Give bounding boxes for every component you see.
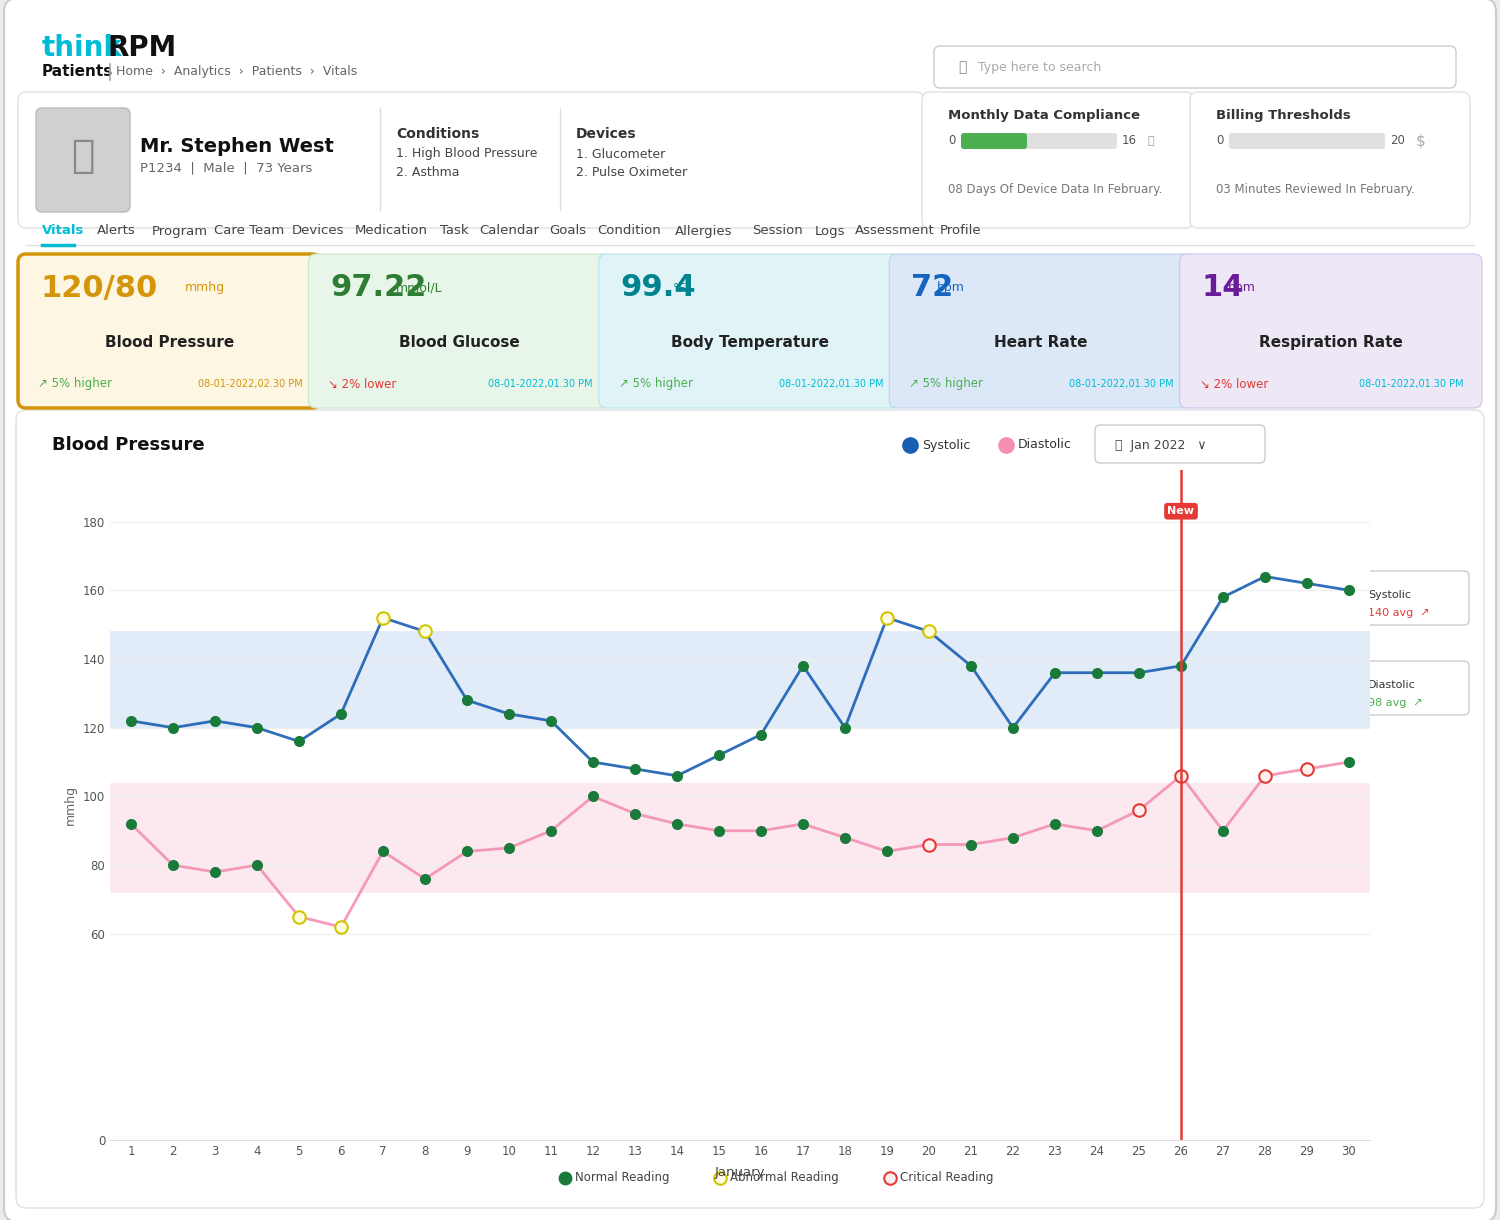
Text: ↘ 2% lower: ↘ 2% lower [328,377,398,390]
Text: mmol/L: mmol/L [396,282,442,294]
Text: Mr. Stephen West: Mr. Stephen West [140,137,334,155]
Text: 08-01-2022,02.30 PM: 08-01-2022,02.30 PM [198,379,303,389]
Text: mmhg: mmhg [184,282,225,294]
Text: ↗ 5% higher: ↗ 5% higher [38,377,112,390]
Text: Vitals: Vitals [42,224,84,238]
Text: 16: 16 [1122,134,1137,148]
Text: ↗ 5% higher: ↗ 5% higher [909,377,983,390]
Text: Medication: Medication [354,224,428,238]
Text: Goals: Goals [549,224,586,238]
Text: Systolic: Systolic [1368,590,1411,600]
Text: New: New [1167,506,1194,516]
Text: Alerts: Alerts [98,224,135,238]
Text: ⌕: ⌕ [958,60,966,74]
FancyBboxPatch shape [309,254,610,407]
Text: Care Team: Care Team [214,224,285,238]
Text: think: think [42,34,123,62]
Text: Allergies: Allergies [675,224,732,238]
Text: 0: 0 [1216,133,1224,146]
Text: 08-01-2022,01.30 PM: 08-01-2022,01.30 PM [1070,379,1173,389]
Text: Critical Reading: Critical Reading [900,1171,993,1185]
Text: Type here to search: Type here to search [978,61,1101,73]
Text: Systolic: Systolic [922,438,970,451]
Text: Abnormal Reading: Abnormal Reading [730,1171,839,1185]
FancyBboxPatch shape [962,133,1028,149]
Text: Program: Program [152,224,208,238]
Text: Devices: Devices [292,224,345,238]
FancyBboxPatch shape [36,109,130,212]
Text: Task: Task [440,224,468,238]
Text: 03 Minutes Reviewed In February.: 03 Minutes Reviewed In February. [1216,183,1414,196]
Text: 1. Glucometer: 1. Glucometer [576,148,666,161]
Text: ↗ 5% higher: ↗ 5% higher [620,377,693,390]
Text: Body Temperature: Body Temperature [670,334,830,350]
Bar [110,783,1370,893]
Text: Respiration Rate: Respiration Rate [1258,334,1402,350]
Text: Home  ›  Analytics  ›  Patients  ›  Vitals: Home › Analytics › Patients › Vitals [116,66,357,78]
FancyBboxPatch shape [18,254,321,407]
Text: ↘ 2% lower: ↘ 2% lower [1200,377,1268,390]
Text: Normal Reading: Normal Reading [574,1171,669,1185]
Text: Diastolic: Diastolic [1019,438,1072,451]
Text: Calendar: Calendar [480,224,540,238]
Text: Session: Session [752,224,802,238]
Text: P1234  |  Male  |  73 Years: P1234 | Male | 73 Years [140,161,312,174]
Text: 08-01-2022,01.30 PM: 08-01-2022,01.30 PM [778,379,883,389]
Text: 📅  Jan 2022   ∨: 📅 Jan 2022 ∨ [1114,438,1206,451]
Text: Diastolic: Diastolic [1368,680,1416,691]
FancyBboxPatch shape [4,0,1496,1220]
Bar [110,632,1370,727]
X-axis label: January: January [714,1166,765,1180]
Text: Blood Pressure: Blood Pressure [105,334,234,350]
Text: bpm: bpm [938,282,964,294]
Text: 08-01-2022,01.30 PM: 08-01-2022,01.30 PM [488,379,592,389]
Text: Condition: Condition [597,224,660,238]
FancyBboxPatch shape [890,254,1191,407]
Text: Blood Pressure: Blood Pressure [53,436,204,454]
Text: 0: 0 [948,133,956,146]
Text: Logs: Logs [815,224,844,238]
Text: 14: 14 [1202,273,1243,303]
Text: 98 avg  ↗: 98 avg ↗ [1368,698,1422,708]
Text: 97.22: 97.22 [330,273,427,303]
FancyBboxPatch shape [1348,571,1468,625]
Text: 120/80: 120/80 [40,273,158,303]
Text: 140 avg  ↗: 140 avg ↗ [1368,608,1430,619]
FancyBboxPatch shape [922,92,1194,228]
FancyBboxPatch shape [16,410,1484,1208]
Text: Monthly Data Compliance: Monthly Data Compliance [948,109,1140,122]
Text: 👤: 👤 [72,137,94,174]
FancyBboxPatch shape [1228,133,1385,149]
FancyBboxPatch shape [1095,425,1264,464]
FancyBboxPatch shape [962,133,1118,149]
Text: 2. Pulse Oximeter: 2. Pulse Oximeter [576,166,687,178]
Text: 1. High Blood Pressure: 1. High Blood Pressure [396,148,537,161]
Text: 99.4: 99.4 [621,273,696,303]
FancyBboxPatch shape [598,254,902,407]
Text: 08 Days Of Device Data In February.: 08 Days Of Device Data In February. [948,183,1162,196]
Text: $: $ [1416,133,1425,149]
Text: Assessment: Assessment [855,224,934,238]
Text: 2. Asthma: 2. Asthma [396,166,459,178]
Text: 20: 20 [1390,134,1406,148]
Text: 72: 72 [910,273,954,303]
Y-axis label: mmhg: mmhg [64,784,76,825]
Text: RPM: RPM [108,34,177,62]
FancyBboxPatch shape [1348,661,1468,715]
FancyBboxPatch shape [1190,92,1470,228]
FancyBboxPatch shape [18,92,924,228]
Text: Heart Rate: Heart Rate [993,334,1088,350]
Text: 08-01-2022,01.30 PM: 08-01-2022,01.30 PM [1359,379,1464,389]
FancyBboxPatch shape [1179,254,1482,407]
Text: bpm: bpm [1227,282,1256,294]
Text: Conditions: Conditions [396,127,480,142]
Text: Devices: Devices [576,127,636,142]
Text: 📋: 📋 [1148,135,1155,146]
Text: Patients: Patients [42,65,114,79]
Text: °F: °F [674,282,687,294]
Text: Profile: Profile [939,224,981,238]
Text: Blood Glucose: Blood Glucose [399,334,520,350]
Text: Billing Thresholds: Billing Thresholds [1216,109,1350,122]
FancyBboxPatch shape [934,46,1456,88]
